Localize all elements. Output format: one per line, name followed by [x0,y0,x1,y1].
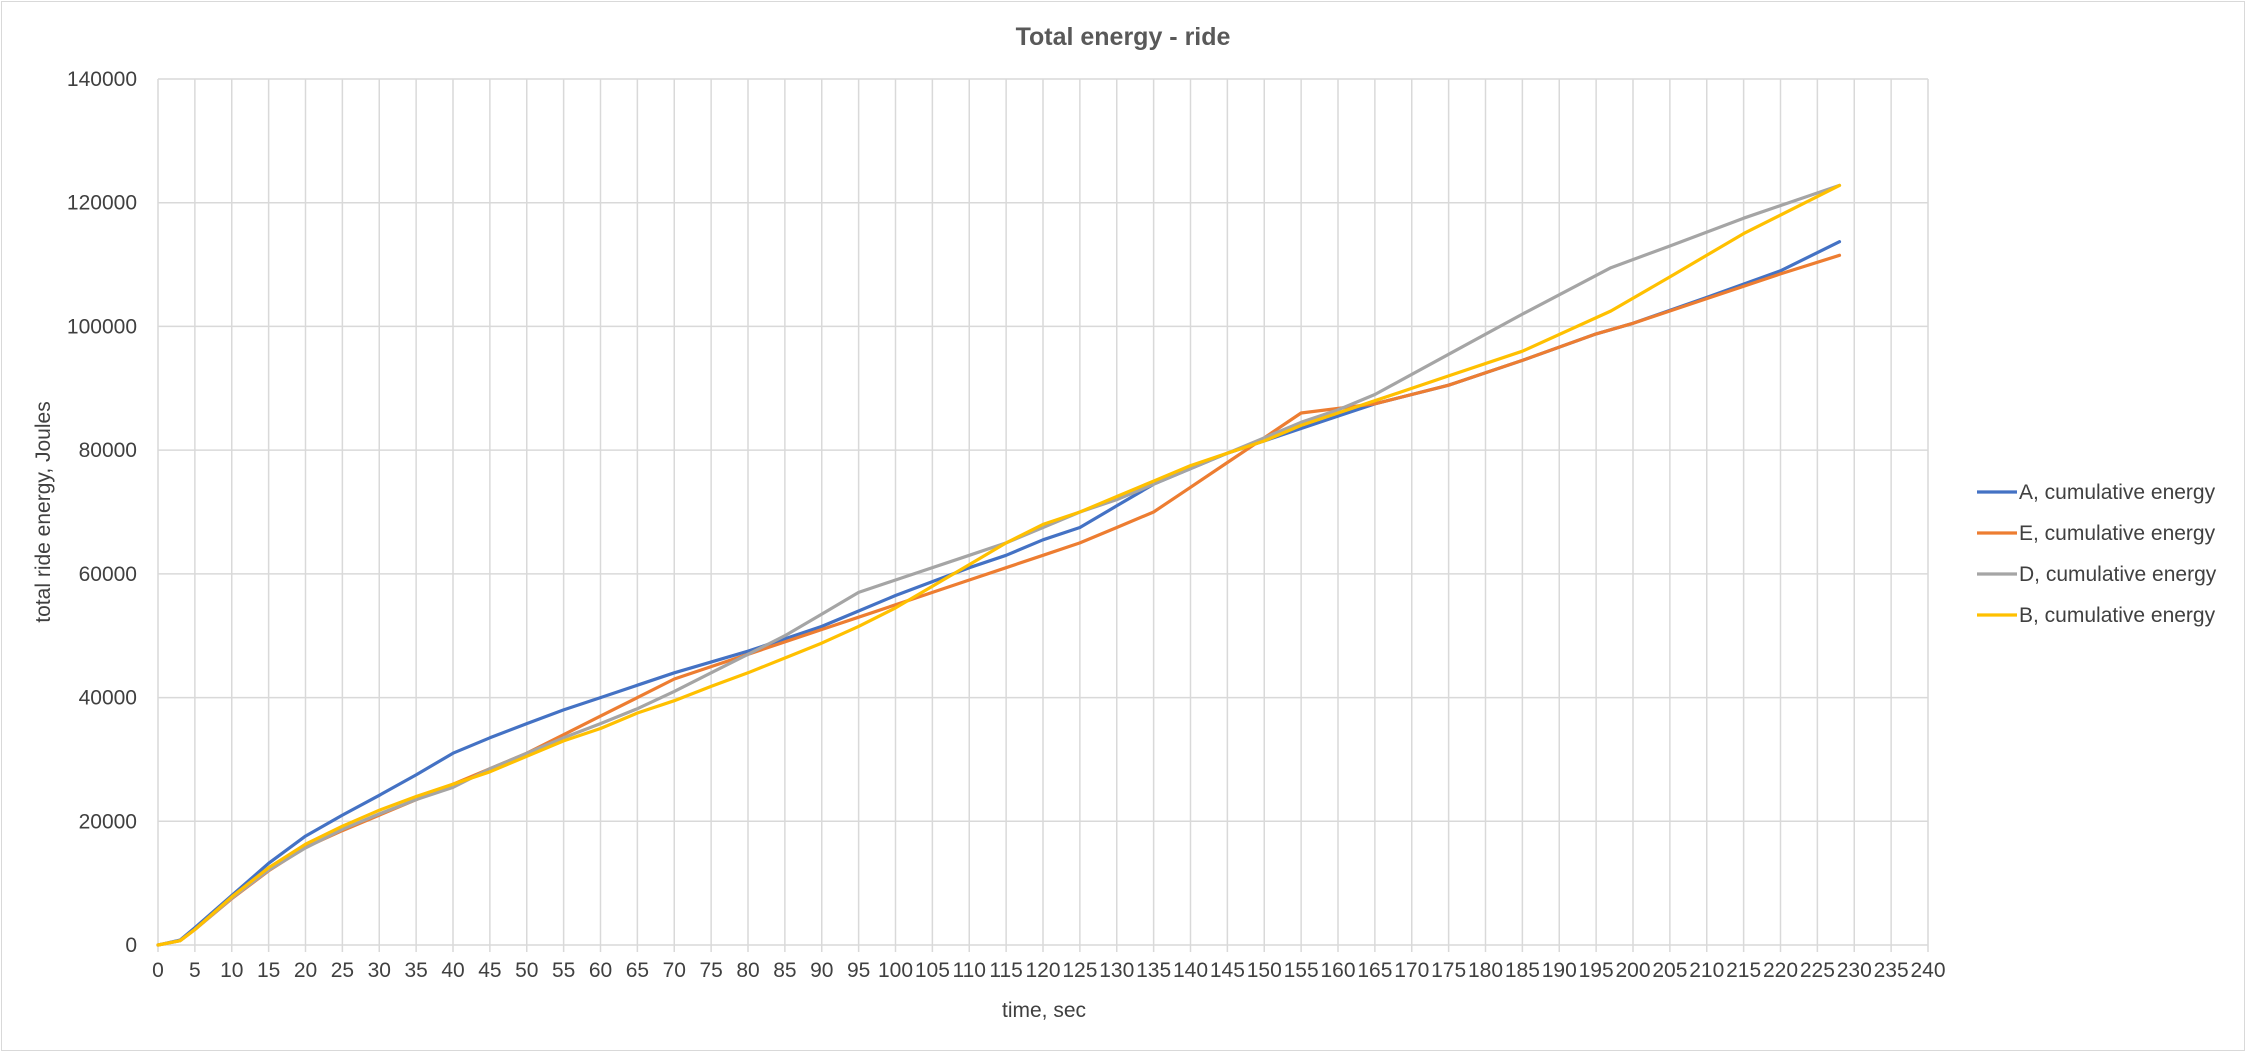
y-tick-label: 20000 [79,810,137,833]
x-tick-label: 230 [1837,959,1872,982]
x-tick-label: 75 [699,959,722,982]
x-tick-label: 240 [1910,959,1945,982]
x-tick-labels: 0 5 10 15 20 25 30 35 40 45 50 55 60 65 70 75 80 85 90 95 10… [152,959,1945,982]
legend-label: B, cumulative energy [2019,604,2216,627]
x-tick-label: 135 [1136,959,1171,982]
x-tick-label: 0 [152,959,164,982]
x-tick-label: 165 [1357,959,1392,982]
x-tick-label: 105 [915,959,950,982]
y-tick-label: 120000 [67,192,137,215]
y-tick-label: 60000 [79,563,137,586]
x-tick-label: 95 [847,959,870,982]
x-gridlines [157,79,1929,952]
x-tick-label: 185 [1505,959,1540,982]
x-tick-label: 170 [1394,959,1429,982]
x-tick-label: 60 [589,959,612,982]
x-tick-label: 200 [1615,959,1650,982]
series-lines [156,183,1842,947]
x-tick-label: 140 [1173,959,1208,982]
x-tick-label: 210 [1689,959,1724,982]
x-tick-label: 125 [1062,959,1097,982]
x-tick-label: 85 [773,959,796,982]
x-tick-label: 145 [1210,959,1245,982]
x-axis-title: time, sec [1002,999,1086,1022]
y-tick-label: 40000 [79,687,137,710]
y-tick-label: 100000 [67,315,137,338]
x-tick-label: 215 [1726,959,1761,982]
series-line-3 [156,183,1842,947]
x-tick-label: 100 [878,959,913,982]
legend: A, cumulative energy E, cumulative energy… [1977,481,2217,627]
x-tick-label: 5 [189,959,201,982]
x-tick-label: 220 [1763,959,1798,982]
x-tick-label: 180 [1468,959,1503,982]
x-tick-label: 80 [736,959,759,982]
x-tick-label: 15 [257,959,280,982]
legend-label: E, cumulative energy [2019,522,2216,545]
legend-label: D, cumulative energy [2019,563,2217,586]
x-tick-label: 20 [294,959,317,982]
series-line-1 [156,240,1842,947]
x-tick-label: 65 [626,959,649,982]
x-tick-label: 175 [1431,959,1466,982]
x-tick-label: 35 [404,959,427,982]
series-line-4 [156,183,1842,947]
x-tick-label: 150 [1247,959,1282,982]
x-tick-label: 45 [478,959,501,982]
x-tick-label: 225 [1800,959,1835,982]
chart-title: Total energy - ride [1016,23,1231,51]
x-tick-label: 190 [1542,959,1577,982]
x-tick-label: 155 [1284,959,1319,982]
x-tick-label: 70 [663,959,686,982]
x-tick-label: 110 [953,959,986,982]
x-tick-label: 40 [441,959,464,982]
y-tick-label: 80000 [79,439,137,462]
x-tick-label: 130 [1099,959,1134,982]
x-tick-label: 10 [220,959,243,982]
x-tick-label: 55 [552,959,575,982]
x-tick-label: 90 [810,959,833,982]
y-tick-label: 0 [125,934,137,957]
x-tick-label: 50 [515,959,538,982]
x-tick-label: 115 [989,959,1022,982]
series-line-2 [156,253,1842,947]
x-tick-label: 120 [1025,959,1060,982]
y-tick-label: 140000 [67,68,137,91]
x-tick-label: 160 [1320,959,1355,982]
legend-label: A, cumulative energy [2019,481,2216,504]
x-tick-label: 30 [368,959,391,982]
x-tick-label: 25 [331,959,354,982]
y-tick-labels: 0 20000 40000 60000 80000 100000 120000 140000 [67,68,137,957]
x-tick-label: 235 [1874,959,1909,982]
x-tick-label: 205 [1652,959,1687,982]
y-axis-title: total ride energy, Joules [32,401,55,622]
x-tick-label: 195 [1579,959,1614,982]
